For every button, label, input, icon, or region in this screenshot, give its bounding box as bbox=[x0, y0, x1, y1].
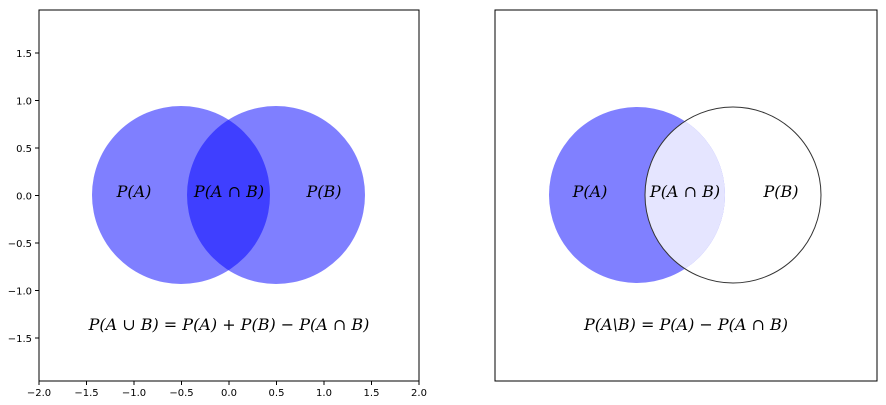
label-p-b: P(B) bbox=[762, 182, 798, 201]
difference-formula: P(A\B) = P(A) − P(A ∩ B) bbox=[583, 315, 788, 334]
y-tick-label: −1.0 bbox=[8, 287, 32, 298]
x-tick-label: 1.0 bbox=[316, 388, 332, 399]
x-tick-label: −0.5 bbox=[169, 388, 193, 399]
set-b-circle bbox=[644, 106, 822, 284]
union-formula: P(A ∪ B) = P(A) + P(B) − P(A ∩ B) bbox=[88, 315, 370, 334]
y-tick-label: −0.5 bbox=[8, 239, 32, 250]
label-p-a: P(A) bbox=[116, 182, 152, 201]
right-venn-panel: P(A) P(A ∩ B) P(B) P(A\B) = P(A) − P(A ∩… bbox=[494, 9, 878, 382]
right-axes-frame bbox=[494, 9, 878, 382]
y-tick-label: −1.5 bbox=[8, 334, 32, 345]
x-axis: −2.0 −1.5 −1.0 −0.5 0.0 0.5 1.0 1.5 2.0 bbox=[27, 381, 427, 399]
left-venn-panel: −2.0 −1.5 −1.0 −0.5 0.0 0.5 1.0 1.5 2.0 … bbox=[8, 9, 427, 399]
y-tick-label: 0.5 bbox=[16, 144, 32, 155]
label-p-a-intersect-b: P(A ∩ B) bbox=[193, 182, 264, 201]
x-tick-label: 0.5 bbox=[269, 388, 285, 399]
x-tick-label: 2.0 bbox=[411, 388, 427, 399]
x-tick-label: −1.5 bbox=[74, 388, 98, 399]
y-axis: 1.5 1.0 0.5 0.0 −0.5 −1.0 −1.5 bbox=[8, 49, 39, 345]
y-tick-label: 1.0 bbox=[16, 97, 32, 108]
label-p-a: P(A) bbox=[572, 182, 608, 201]
label-p-a-intersect-b: P(A ∩ B) bbox=[649, 182, 720, 201]
set-b-circle bbox=[187, 106, 365, 284]
x-tick-label: 0.0 bbox=[221, 388, 237, 399]
x-tick-label: −1.0 bbox=[122, 388, 146, 399]
x-tick-label: −2.0 bbox=[27, 388, 51, 399]
x-tick-label: 1.5 bbox=[364, 388, 380, 399]
label-p-b: P(B) bbox=[305, 182, 341, 201]
y-tick-label: 1.5 bbox=[16, 49, 32, 60]
y-tick-label: 0.0 bbox=[16, 192, 32, 203]
intersection-region bbox=[645, 107, 725, 283]
